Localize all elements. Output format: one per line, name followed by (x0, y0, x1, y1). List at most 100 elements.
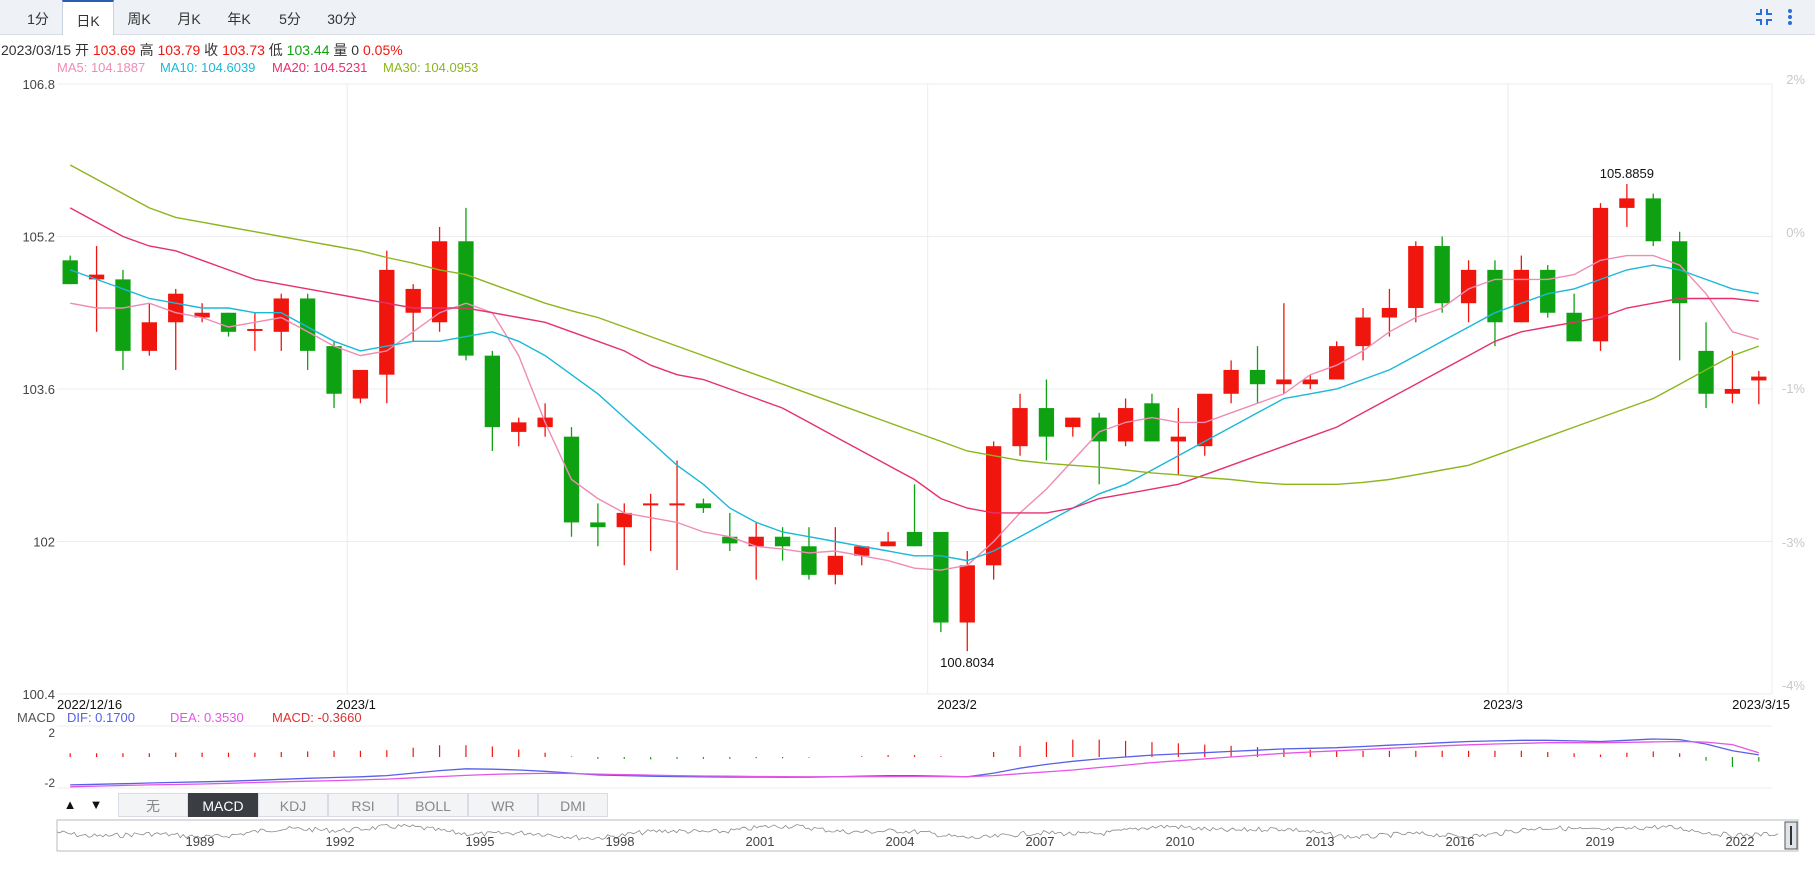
candle-up (1619, 198, 1635, 208)
candle-up (1513, 269, 1529, 323)
candle-down (1645, 198, 1661, 242)
macd-y-tick: 2 (48, 726, 55, 740)
tab-30min[interactable]: 30分 (327, 11, 357, 27)
candle-up (1329, 346, 1345, 380)
x-tick-label: 2023/1 (336, 697, 376, 712)
tab-monthly-k[interactable]: 月K (177, 11, 201, 27)
candle-up (1065, 417, 1081, 428)
candle-up (669, 503, 685, 506)
macd-dif-line (70, 738, 1759, 786)
quote-info-line: 2023/03/15 开 103.69 高 103.79 收 103.73 低 … (1, 42, 403, 58)
pct-tick-label: -1% (1782, 381, 1806, 396)
overview-year-label: 2022 (1726, 834, 1755, 849)
overview-navigator (56, 819, 1799, 852)
macd-dea-legend: DEA: 0.3530 (170, 710, 244, 725)
candle-up (1302, 379, 1318, 385)
period-tab-bar: 1分 日K 周K 月K 年K 5分 30分 (0, 0, 1815, 35)
high-price-marker: 105.8859 (1600, 166, 1654, 181)
candle-up (1197, 393, 1213, 447)
info-value: 高 (136, 42, 154, 58)
overview-year-label: 2001 (746, 834, 775, 849)
candle-up (1117, 408, 1134, 442)
indicator-none-button[interactable]: 无 (118, 793, 188, 817)
info-value: 量 (330, 42, 348, 58)
candle-up (986, 446, 1002, 566)
tab-5min[interactable]: 5分 (279, 11, 301, 27)
candle-up (379, 269, 395, 375)
info-value: 0 (347, 42, 359, 58)
overview-year-label: 2007 (1026, 834, 1055, 849)
pct-tick-label: 0% (1786, 225, 1805, 240)
pct-tick-label: 2% (1786, 72, 1805, 87)
overview-year-label: 2016 (1446, 834, 1475, 849)
candle-up (431, 241, 448, 323)
candle-up (1724, 389, 1741, 394)
indicator-rsi-button[interactable]: RSI (328, 793, 398, 817)
x-tick-label: 2023/3/15 (1732, 697, 1790, 712)
overview-year-label: 1995 (466, 834, 495, 849)
overview-sparkline (56, 823, 1779, 841)
macd-y-tick: -2 (44, 776, 55, 790)
tab-daily-k[interactable]: 日K (62, 0, 114, 35)
candle-up (194, 312, 210, 318)
tab-weekly-k[interactable]: 周K (127, 11, 151, 27)
candle-up (616, 512, 632, 528)
indicator-kdj-button[interactable]: KDJ (258, 793, 328, 817)
candle-down (722, 536, 738, 544)
y-tick-label: 103.6 (22, 382, 55, 397)
candle-up (168, 293, 184, 323)
candle-up (1276, 379, 1292, 385)
candle-up (88, 274, 105, 280)
collapse-arrows-icon[interactable] (1753, 6, 1775, 28)
ma-line-ma10 (69, 264, 1759, 562)
overview-year-label: 1998 (606, 834, 635, 849)
ma-line-ma5 (70, 254, 1759, 571)
overview-year-label: 1989 (186, 834, 215, 849)
candle-down (906, 531, 923, 547)
info-value: 103.73 (218, 42, 265, 58)
overview-year-label: 1992 (326, 834, 355, 849)
candle-up (827, 555, 843, 575)
candle-down (590, 522, 606, 528)
x-tick-label: 2023/3 (1483, 697, 1523, 712)
candle-down (484, 355, 500, 428)
tab-1min[interactable]: 1分 (27, 11, 49, 27)
info-value: 收 (200, 42, 218, 58)
indicator-up-button[interactable]: ▲ (63, 797, 77, 812)
candle-down (774, 536, 791, 547)
candle-down (1698, 350, 1714, 394)
info-value: 103.69 (89, 42, 136, 58)
indicator-boll-button[interactable]: BOLL (398, 793, 468, 817)
more-vertical-icon[interactable] (1784, 6, 1796, 28)
candle-down (326, 346, 342, 394)
tab-yearly-k[interactable]: 年K (227, 11, 251, 27)
indicator-down-button[interactable]: ▼ (89, 797, 103, 812)
indicator-wr-button[interactable]: WR (468, 793, 538, 817)
y-tick-label: 106.8 (22, 77, 55, 92)
macd-dif-legend: DIF: 0.1700 (67, 710, 135, 725)
candle-down (1038, 408, 1055, 437)
candle-up (1170, 436, 1186, 442)
info-value: 开 (71, 42, 89, 58)
candle-up (748, 536, 764, 547)
candle-down (115, 279, 131, 351)
x-tick-label: 2022/12/16 (57, 697, 122, 712)
indicator-macd-button[interactable]: MACD (188, 793, 258, 817)
candle-up (959, 565, 975, 623)
candle-down (62, 260, 78, 285)
candle-up (405, 288, 421, 313)
candle-up (880, 541, 896, 547)
candle-up (643, 503, 659, 506)
ma-line-ma20 (69, 207, 1759, 514)
candle-down (1144, 403, 1160, 442)
ma-legend-2: MA10: 104.6039 (160, 60, 255, 75)
candle-down (933, 531, 949, 623)
ma-legend-1: MA5: 104.1887 (57, 60, 145, 75)
candle-down (1566, 312, 1582, 342)
candle-up (141, 322, 157, 351)
candle-up (1355, 317, 1371, 347)
overview-year-label: 2004 (886, 834, 915, 849)
candle-down (1249, 369, 1266, 385)
indicator-dmi-button[interactable]: DMI (538, 793, 608, 817)
